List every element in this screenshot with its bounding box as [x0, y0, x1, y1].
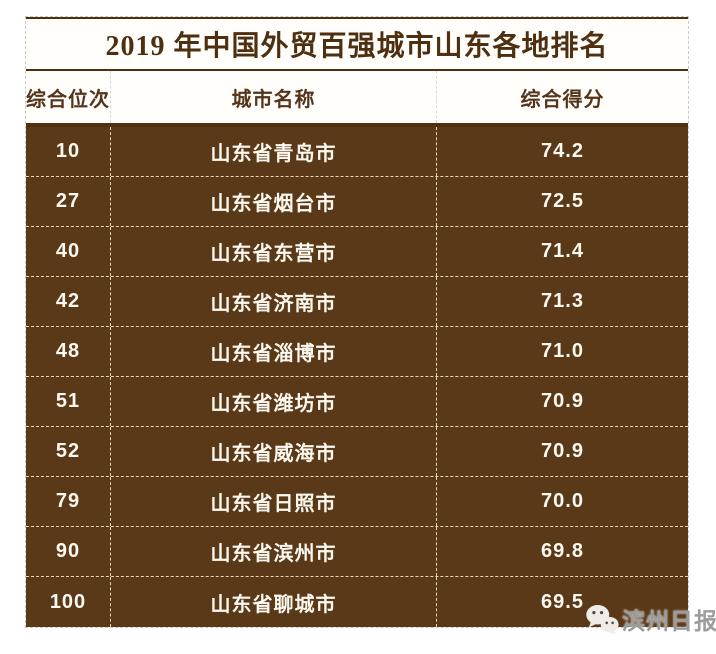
rank-cell: 40 [26, 227, 111, 276]
score-cell: 71.0 [541, 340, 584, 362]
table-row: 40 山东省东营市 71.4 [26, 227, 688, 277]
rank-cell: 27 [26, 177, 111, 226]
table-row: 48 山东省淄博市 71.0 [26, 327, 688, 377]
rank-cell: 48 [26, 327, 111, 376]
table-row: 27 山东省烟台市 72.5 [26, 177, 688, 227]
city-cell: 山东省东营市 [111, 227, 437, 276]
ranking-table: 2019 年中国外贸百强城市山东各地排名 综合位次 城市名称 综合得分 10 山… [25, 16, 689, 628]
table-row: 42 山东省济南市 71.3 [26, 277, 688, 327]
table-row: 51 山东省潍坊市 70.9 [26, 377, 688, 427]
table-row: 10 山东省青岛市 74.2 [26, 127, 688, 177]
header-score: 综合得分 [520, 88, 605, 111]
rank-cell: 79 [26, 477, 111, 526]
city-cell: 山东省济南市 [111, 277, 437, 326]
table-title: 2019 年中国外贸百强城市山东各地排名 [26, 17, 688, 71]
table-row: 100 山东省聊城市 69.5 [26, 577, 688, 627]
city-cell: 山东省日照市 [111, 477, 437, 526]
score-cell: 70.9 [541, 390, 584, 412]
rank-cell: 10 [26, 127, 111, 176]
table-body: 10 山东省青岛市 74.2 27 山东省烟台市 72.5 40 山东省东营市 … [26, 127, 688, 627]
city-cell: 山东省滨州市 [111, 527, 437, 576]
header-rank: 综合位次 [26, 71, 111, 123]
rank-cell: 52 [26, 427, 111, 476]
table-title-text: 2019 年中国外贸百强城市山东各地排名 [105, 31, 609, 62]
score-cell: 69.5 [541, 590, 584, 613]
table-header: 综合位次 城市名称 综合得分 [26, 71, 688, 127]
table-row: 90 山东省滨州市 69.8 [26, 527, 688, 577]
score-cell: 72.5 [541, 190, 584, 212]
city-cell: 山东省青岛市 [111, 127, 437, 176]
wechat-icon [586, 604, 619, 635]
rank-cell: 51 [26, 377, 111, 426]
rank-cell: 90 [26, 527, 111, 576]
score-cell: 70.9 [541, 440, 584, 462]
city-cell: 山东省聊城市 [111, 577, 437, 627]
header-city: 城市名称 [111, 71, 437, 123]
city-cell: 山东省威海市 [111, 427, 437, 476]
rank-cell: 100 [26, 577, 111, 627]
score-cell: 74.2 [541, 140, 584, 162]
table-row: 52 山东省威海市 70.9 [26, 427, 688, 477]
watermark: 滨州日报 [585, 602, 716, 636]
table-row: 79 山东省日照市 70.0 [26, 477, 688, 527]
score-cell: 70.0 [541, 490, 584, 512]
city-cell: 山东省潍坊市 [111, 377, 437, 426]
city-cell: 山东省烟台市 [111, 177, 437, 226]
watermark-text: 滨州日报 [622, 608, 716, 634]
city-cell: 山东省淄博市 [111, 327, 437, 376]
score-cell: 71.4 [541, 240, 584, 262]
score-cell: 71.3 [541, 290, 584, 312]
score-cell: 69.8 [541, 540, 584, 562]
rank-cell: 42 [26, 277, 111, 326]
